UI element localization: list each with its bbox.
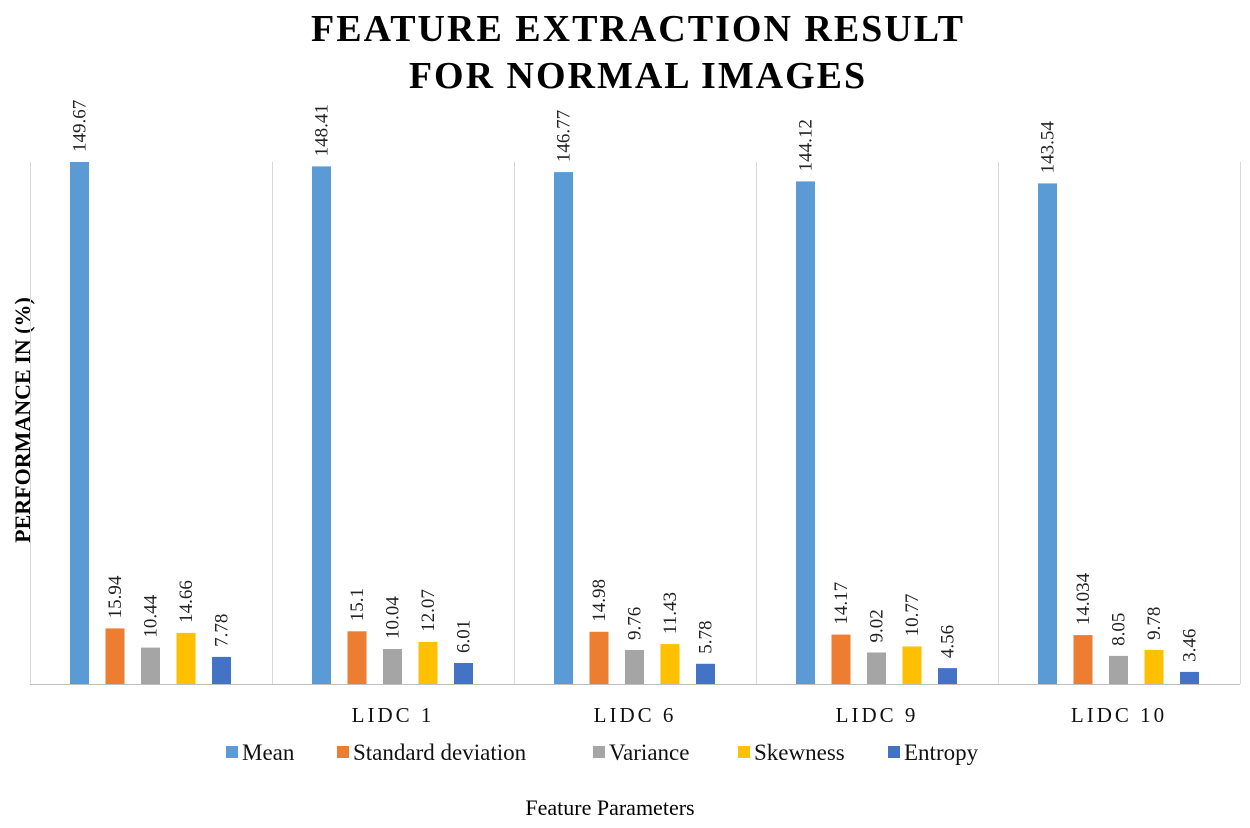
category-label: LIDC 1	[352, 703, 435, 727]
data-label-entropy: 5.78	[696, 621, 717, 654]
bar-group: 148.41 15.1 10.04 12.07 6.01 LIDC 1	[312, 104, 475, 727]
data-label-variance: 9.76	[625, 607, 646, 640]
data-label-mean: 148.41	[312, 104, 333, 156]
bar-skewness	[418, 641, 438, 684]
bar-variance	[383, 649, 402, 684]
bar-mean	[70, 162, 89, 684]
data-label-skewness: 14.66	[176, 580, 197, 623]
x-axis-label: Feature Parameters	[525, 795, 694, 820]
bar-variance	[867, 652, 886, 684]
chart-title-line-2: FOR NORMAL IMAGES	[409, 55, 867, 97]
bar-variance	[1109, 655, 1128, 684]
chart-title: FEATURE EXTRACTION RESULT FOR NORMAL IMA…	[311, 8, 965, 97]
bar-mean	[796, 181, 815, 684]
data-label-skewness: 10.77	[902, 594, 923, 637]
category-label: LIDC 9	[836, 703, 919, 727]
data-label-skewness: 12.07	[418, 589, 439, 632]
data-label-entropy: 4.56	[938, 625, 959, 658]
bar-group: 149.67 15.94 10.44 14.66 7.78	[70, 100, 233, 684]
legend-swatch-variance	[593, 746, 605, 758]
bar-entropy	[212, 656, 231, 684]
bar-group: 143.54 14.034 8.05 9.78 3.46 LIDC 10	[1038, 121, 1201, 727]
data-label-entropy: 3.46	[1180, 629, 1201, 662]
legend-item-mean: Mean	[226, 740, 295, 765]
plot-area: 149.67 15.94 10.44 14.66 7.78 148.41 15.1 10.04…	[30, 100, 1241, 727]
bar-variance	[625, 650, 644, 684]
data-label-mean: 144.12	[796, 119, 817, 171]
bar-mean	[312, 166, 331, 684]
legend-label-skewness: Skewness	[754, 740, 845, 765]
data-label-entropy: 6.01	[454, 620, 475, 653]
bar-standard-deviation	[347, 631, 367, 684]
bar-standard-deviation	[589, 631, 609, 684]
legend-label-standard-deviation: Standard deviation	[353, 740, 527, 765]
legend-swatch-standard-deviation	[337, 746, 349, 758]
bar-entropy	[454, 663, 473, 684]
bar-variance	[141, 647, 160, 684]
legend: Mean Standard deviation Variance Skewness En…	[226, 740, 979, 765]
legend-item-skewness: Skewness	[738, 740, 845, 765]
bar-entropy	[1180, 671, 1199, 684]
legend-label-variance: Variance	[609, 740, 689, 765]
legend-swatch-mean	[226, 746, 238, 758]
bar-standard-deviation	[105, 628, 125, 684]
category-label: LIDC 10	[1071, 703, 1167, 727]
bar-standard-deviation	[831, 634, 851, 684]
chart-title-line-1: FEATURE EXTRACTION RESULT	[311, 8, 965, 50]
bar-entropy	[696, 663, 715, 684]
data-label-standard-deviation: 15.1	[347, 588, 368, 621]
data-label-standard-deviation: 14.034	[1073, 572, 1094, 625]
y-axis-label: PERFORMANCE IN (%)	[10, 297, 35, 543]
legend-label-mean: Mean	[242, 740, 295, 765]
data-label-variance: 8.05	[1109, 613, 1130, 646]
bar-mean	[1038, 183, 1057, 684]
bar-standard-deviation	[1073, 635, 1093, 684]
data-label-entropy: 7.78	[212, 614, 233, 647]
data-label-mean: 143.54	[1038, 121, 1059, 174]
data-label-variance: 9.02	[867, 609, 888, 642]
bar-group: 144.12 14.17 9.02 10.77 4.56 LIDC 9	[796, 119, 959, 727]
bar-skewness	[1144, 649, 1164, 684]
legend-item-standard-deviation: Standard deviation	[337, 740, 527, 765]
data-label-standard-deviation: 14.98	[589, 579, 610, 622]
legend-item-variance: Variance	[593, 740, 689, 765]
bar-skewness	[660, 644, 680, 684]
data-label-mean: 149.67	[70, 100, 91, 152]
data-label-standard-deviation: 14.17	[831, 582, 852, 625]
legend-item-entropy: Entropy	[888, 740, 979, 765]
data-label-mean: 146.77	[554, 110, 575, 162]
bar-group: 146.77 14.98 9.76 11.43 5.78 LIDC 6	[554, 110, 717, 727]
bar-entropy	[938, 668, 957, 684]
data-label-standard-deviation: 15.94	[105, 575, 126, 618]
legend-swatch-entropy	[888, 746, 900, 758]
bar-skewness	[176, 632, 196, 684]
data-label-variance: 10.44	[141, 594, 162, 637]
legend-label-entropy: Entropy	[904, 740, 979, 765]
bar-mean	[554, 172, 573, 684]
data-label-variance: 10.04	[383, 596, 404, 639]
data-label-skewness: 11.43	[660, 592, 681, 634]
category-label: LIDC 6	[594, 703, 677, 727]
bar-skewness	[902, 646, 922, 684]
data-label-skewness: 9.78	[1144, 607, 1165, 640]
legend-swatch-skewness	[738, 746, 750, 758]
